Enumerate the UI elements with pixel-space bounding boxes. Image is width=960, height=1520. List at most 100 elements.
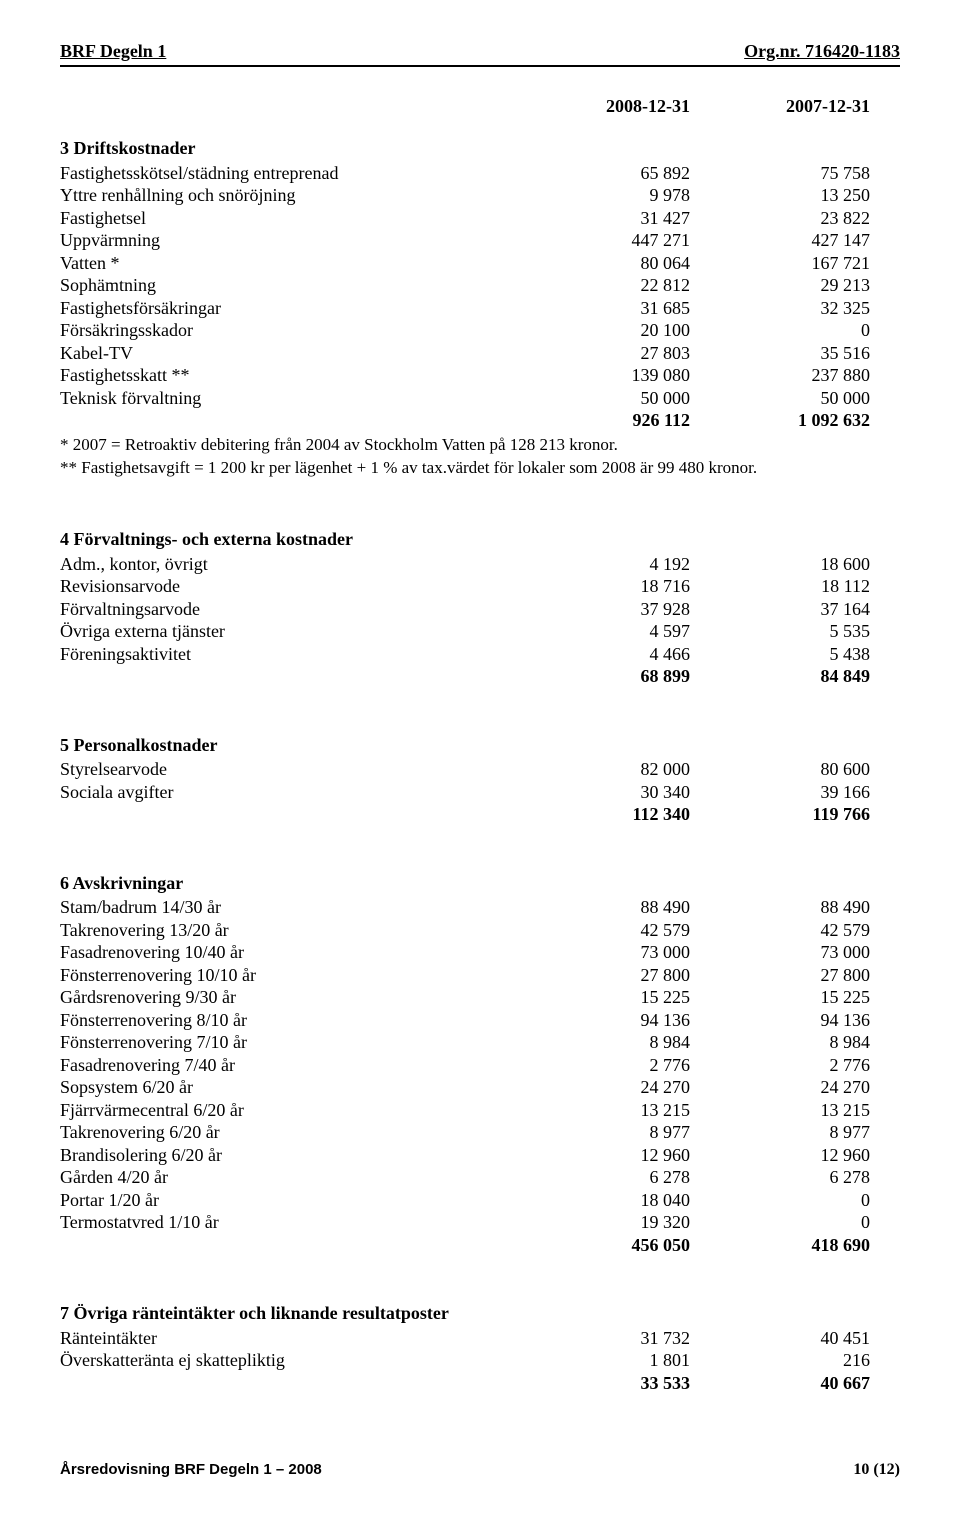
- row-label: Styrelsearvode: [60, 758, 510, 781]
- page-header: BRF Degeln 1 Org.nr. 716420-1183: [60, 40, 900, 67]
- row-value-2: 24 270: [690, 1076, 870, 1099]
- row-label: Vatten *: [60, 252, 510, 275]
- total-value-1: 68 899: [510, 665, 690, 688]
- table-row: Sociala avgifter30 34039 166: [60, 781, 900, 804]
- row-value-2: 15 225: [690, 986, 870, 1009]
- row-value-2: 75 758: [690, 162, 870, 185]
- row-value-1: 139 080: [510, 364, 690, 387]
- row-label: Fastighetsförsäkringar: [60, 297, 510, 320]
- row-label: Takrenovering 6/20 år: [60, 1121, 510, 1144]
- row-value-2: 0: [690, 319, 870, 342]
- row-label: Termostatvred 1/10 år: [60, 1211, 510, 1234]
- row-value-2: 5 535: [690, 620, 870, 643]
- table-row: Fastighetsel31 42723 822: [60, 207, 900, 230]
- row-label: Övriga externa tjänster: [60, 620, 510, 643]
- row-value-1: 20 100: [510, 319, 690, 342]
- row-value-1: 18 040: [510, 1189, 690, 1212]
- total-row: 456 050418 690: [60, 1234, 900, 1257]
- table-row: Adm., kontor, övrigt4 19218 600: [60, 553, 900, 576]
- row-value-1: 27 800: [510, 964, 690, 987]
- table-row: Vatten *80 064167 721: [60, 252, 900, 275]
- table-row: Fönsterrenovering 8/10 år94 13694 136: [60, 1009, 900, 1032]
- table-row: Uppvärmning447 271427 147: [60, 229, 900, 252]
- table-row: Fastighetsförsäkringar31 68532 325: [60, 297, 900, 320]
- row-value-1: 27 803: [510, 342, 690, 365]
- row-value-1: 4 192: [510, 553, 690, 576]
- footer-right: 10 (12): [853, 1460, 900, 1480]
- table-row: Yttre renhållning och snöröjning9 97813 …: [60, 184, 900, 207]
- row-value-2: 29 213: [690, 274, 870, 297]
- row-value-1: 65 892: [510, 162, 690, 185]
- table-row: Fönsterrenovering 10/10 år27 80027 800: [60, 964, 900, 987]
- row-value-2: 39 166: [690, 781, 870, 804]
- table-row: Styrelsearvode82 00080 600: [60, 758, 900, 781]
- table-row: Fasadrenovering 10/40 år73 00073 000: [60, 941, 900, 964]
- total-value-2: 1 092 632: [690, 409, 870, 432]
- row-value-2: 8 984: [690, 1031, 870, 1054]
- row-value-2: 12 960: [690, 1144, 870, 1167]
- table-row: Gårdsrenovering 9/30 år15 22515 225: [60, 986, 900, 1009]
- total-value-1: 112 340: [510, 803, 690, 826]
- total-value-2: 40 667: [690, 1372, 870, 1395]
- total-label: [60, 803, 510, 826]
- row-value-2: 2 776: [690, 1054, 870, 1077]
- row-value-1: 73 000: [510, 941, 690, 964]
- table-row: Fastighetsskatt **139 080237 880: [60, 364, 900, 387]
- row-value-2: 167 721: [690, 252, 870, 275]
- row-value-2: 0: [690, 1189, 870, 1212]
- row-label: Brandisolering 6/20 år: [60, 1144, 510, 1167]
- table-row: Portar 1/20 år18 0400: [60, 1189, 900, 1212]
- header-right: Org.nr. 716420-1183: [744, 40, 900, 63]
- table-row: Kabel-TV27 80335 516: [60, 342, 900, 365]
- table-row: Ränteintäkter31 73240 451: [60, 1327, 900, 1350]
- table-row: Fasadrenovering 7/40 år2 7762 776: [60, 1054, 900, 1077]
- section-title: 5 Personalkostnader: [60, 734, 900, 757]
- row-label: Yttre renhållning och snöröjning: [60, 184, 510, 207]
- col-header-2: 2007-12-31: [690, 95, 870, 118]
- total-row: 68 89984 849: [60, 665, 900, 688]
- table-row: Fastighetsskötsel/städning entreprenad65…: [60, 162, 900, 185]
- total-label: [60, 1372, 510, 1395]
- row-label: Stam/badrum 14/30 år: [60, 896, 510, 919]
- table-row: Takrenovering 13/20 år42 57942 579: [60, 919, 900, 942]
- table-row: Brandisolering 6/20 år12 96012 960: [60, 1144, 900, 1167]
- row-label: Överskatteränta ej skattepliktig: [60, 1349, 510, 1372]
- row-label: Sophämtning: [60, 274, 510, 297]
- row-label: Fastighetsskatt **: [60, 364, 510, 387]
- page: BRF Degeln 1 Org.nr. 716420-1183 2008-12…: [0, 0, 960, 1520]
- table-row: Sopsystem 6/20 år24 27024 270: [60, 1076, 900, 1099]
- col-header-1: 2008-12-31: [510, 95, 690, 118]
- row-value-2: 32 325: [690, 297, 870, 320]
- row-label: Fönsterrenovering 8/10 år: [60, 1009, 510, 1032]
- row-value-2: 5 438: [690, 643, 870, 666]
- row-label: Gården 4/20 år: [60, 1166, 510, 1189]
- row-value-2: 94 136: [690, 1009, 870, 1032]
- row-value-2: 0: [690, 1211, 870, 1234]
- table-row: Revisionsarvode18 71618 112: [60, 575, 900, 598]
- row-value-2: 88 490: [690, 896, 870, 919]
- page-footer: Årsredovisning BRF Degeln 1 – 2008 10 (1…: [60, 1460, 900, 1480]
- row-label: Fjärrvärmecentral 6/20 år: [60, 1099, 510, 1122]
- row-value-2: 237 880: [690, 364, 870, 387]
- row-value-1: 1 801: [510, 1349, 690, 1372]
- header-left: BRF Degeln 1: [60, 40, 166, 63]
- row-label: Fasadrenovering 10/40 år: [60, 941, 510, 964]
- row-value-2: 35 516: [690, 342, 870, 365]
- total-label: [60, 1234, 510, 1257]
- total-row: 926 1121 092 632: [60, 409, 900, 432]
- table-row: Överskatteränta ej skattepliktig1 801216: [60, 1349, 900, 1372]
- row-value-2: 216: [690, 1349, 870, 1372]
- row-label: Takrenovering 13/20 år: [60, 919, 510, 942]
- row-value-1: 19 320: [510, 1211, 690, 1234]
- row-label: Uppvärmning: [60, 229, 510, 252]
- row-value-1: 8 984: [510, 1031, 690, 1054]
- table-row: Fönsterrenovering 7/10 år8 9848 984: [60, 1031, 900, 1054]
- footnote: ** Fastighetsavgift = 1 200 kr per lägen…: [60, 457, 900, 478]
- row-label: Adm., kontor, övrigt: [60, 553, 510, 576]
- row-value-1: 80 064: [510, 252, 690, 275]
- row-value-2: 23 822: [690, 207, 870, 230]
- row-value-1: 31 427: [510, 207, 690, 230]
- row-value-1: 15 225: [510, 986, 690, 1009]
- footnote: * 2007 = Retroaktiv debitering från 2004…: [60, 434, 900, 455]
- row-label: Portar 1/20 år: [60, 1189, 510, 1212]
